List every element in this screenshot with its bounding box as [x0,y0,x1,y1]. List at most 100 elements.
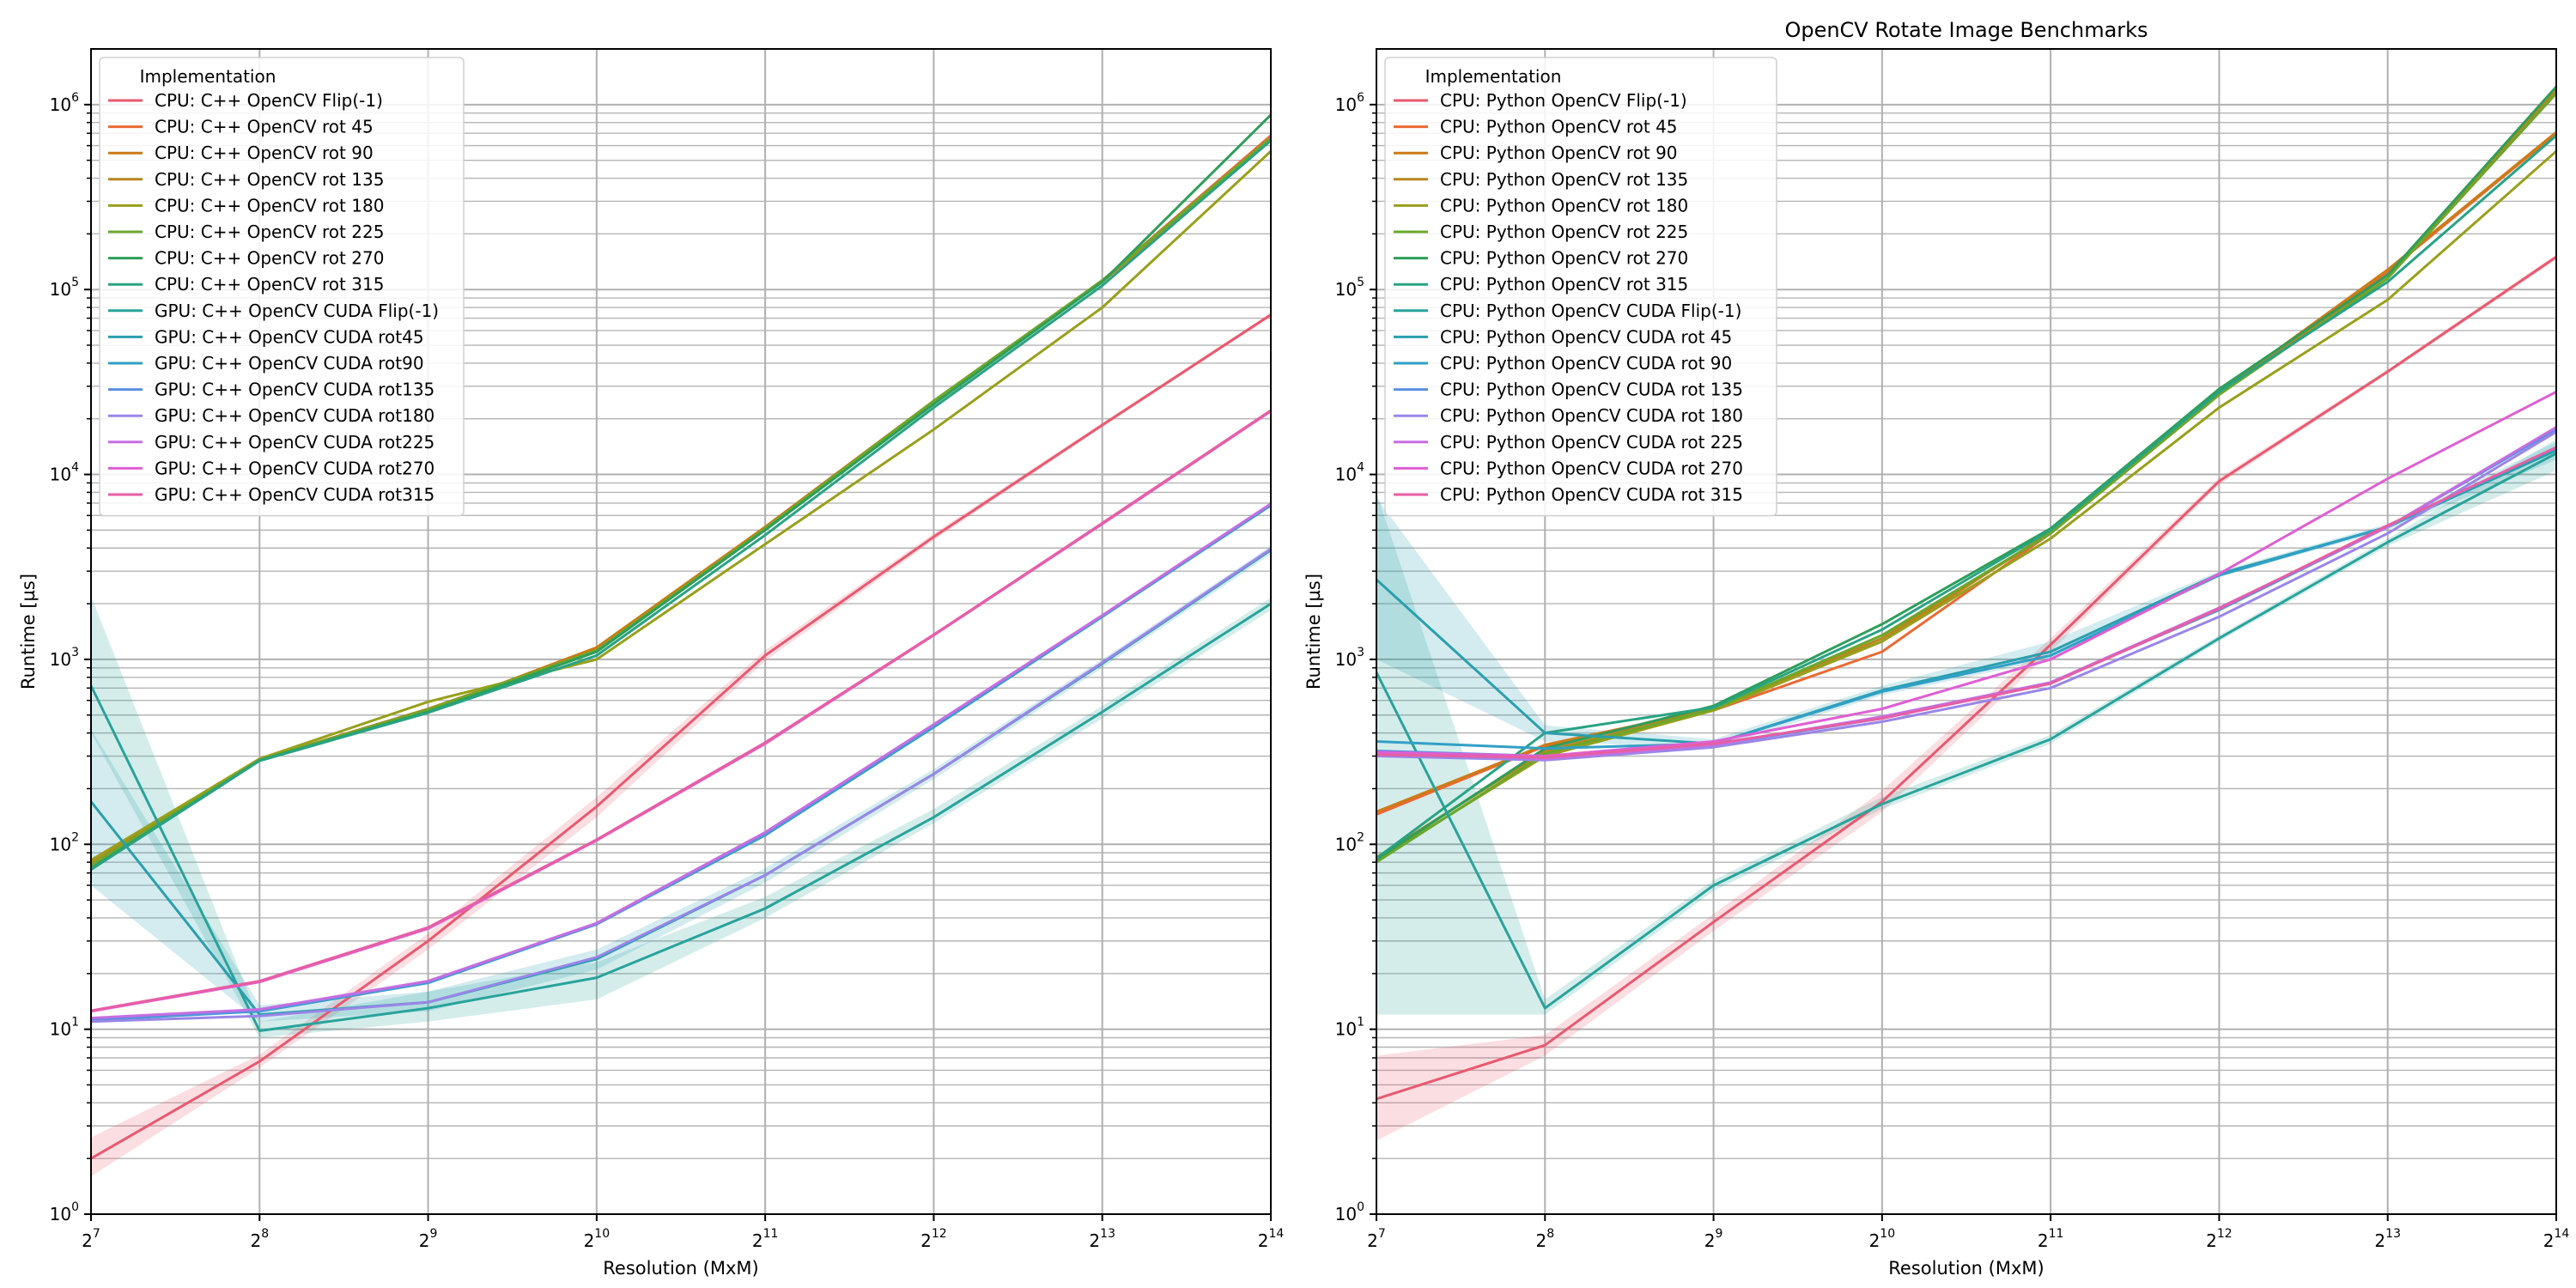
series-lines [91,113,1271,1160]
confidence-band-8 [91,596,1271,1038]
axes-frame [1376,48,2557,1215]
series-line-14 [1376,390,2556,757]
x-tick-label: 213 [2374,1227,2401,1251]
x-tick-label: 211 [752,1227,779,1251]
legend-entry-label: CPU: Python OpenCV rot 45 [1440,117,1678,137]
legend-entry-label: GPU: C++ OpenCV CUDA rot45 [155,326,424,347]
series-line-12 [91,548,1271,1024]
series-line-13 [91,502,1271,1020]
x-tick-label: 29 [1704,1227,1723,1251]
confidence-band-8 [1376,439,2556,1015]
x-tick-label: 212 [2206,1227,2233,1251]
legend-entry-label: CPU: Python OpenCV CUDA rot 90 [1440,353,1732,374]
legend-entry-label: CPU: C++ OpenCV Flip(-1) [155,90,383,111]
legend: Implementation CPU: C++ OpenCV Flip(-1) CP… [99,57,465,517]
series-line-12 [1376,430,2556,762]
y-axis-ticks: 100 101 102 103 104 105 106 [1335,91,1376,1224]
legend-entry-label: CPU: C++ OpenCV rot 315 [155,274,384,295]
series-line-5 [1376,92,2556,864]
x-tick-label: 211 [2038,1227,2064,1251]
y-tick-label: 101 [1335,1016,1364,1040]
y-tick-label: 106 [1335,91,1364,115]
x-tick-label: 213 [1089,1227,1115,1251]
chart-title: OpenCV Rotate Image Benchmarks [1784,18,2148,42]
series-line-0 [91,313,1271,1160]
runtime-chart-cpp: 27 28 29 210 211 212 213 2141001011021031041051… [18,48,1285,1279]
legend-entry-label: CPU: C++ OpenCV rot 225 [155,222,384,242]
legend-box [99,57,465,517]
series-lines [1376,85,2556,1101]
y-tick-label: 106 [50,91,79,115]
x-axis-ticks: 27 28 29 210 211 212 213 214 [1367,1214,2569,1251]
x-axis-label: Resolution (MxM) [1888,1258,2044,1279]
legend-box [1384,57,1777,517]
legend-entry-label: GPU: C++ OpenCV CUDA rot135 [155,380,434,400]
legend-entry-label: GPU: C++ OpenCV CUDA rot270 [155,458,434,478]
y-tick-label: 104 [50,461,79,485]
y-tick-label: 102 [1335,830,1364,854]
x-axis-label: Resolution (MxM) [603,1258,758,1279]
legend-entry-label: CPU: Python OpenCV CUDA rot 225 [1440,432,1743,453]
series-line-6 [1376,85,2556,860]
legend-entry-label: CPU: Python OpenCV CUDA rot 270 [1440,458,1743,478]
legend-entry-label: GPU: C++ OpenCV CUDA Flip(-1) [155,301,439,321]
y-tick-label: 100 [1335,1200,1364,1224]
x-tick-label: 210 [584,1227,611,1251]
y-tick-label: 100 [50,1200,79,1224]
x-tick-label: 210 [1869,1227,1896,1251]
legend-entry-label: CPU: C++ OpenCV rot 270 [155,248,384,269]
legend-entry-label: CPU: Python OpenCV rot 270 [1440,248,1688,269]
legend-entry-label: CPU: Python OpenCV Flip(-1) [1440,90,1687,111]
legend-entry-label: CPU: Python OpenCV rot 315 [1440,274,1688,295]
legend-entry-label: CPU: C++ OpenCV rot 90 [155,143,374,163]
legend-title: Implementation [140,66,276,87]
series-line-10 [1376,446,2556,750]
legend-entry-label: CPU: Python OpenCV CUDA rot 135 [1440,380,1743,400]
legend-entry-label: GPU: C++ OpenCV CUDA rot90 [155,353,424,374]
y-tick-label: 105 [1335,276,1364,300]
legend-entry-label: CPU: Python OpenCV rot 225 [1440,222,1688,242]
series-line-8 [1376,452,2556,1010]
legend-entry-label: CPU: Python OpenCV rot 90 [1440,143,1678,163]
legend-entry-label: CPU: C++ OpenCV rot 180 [155,195,384,216]
axes-frame [90,48,1272,1215]
legend-entry-label: CPU: Python OpenCV rot 180 [1440,195,1688,216]
y-axis-label: Runtime [µs] [1303,574,1324,690]
y-tick-label: 103 [50,646,79,670]
legend-entry-label: GPU: C++ OpenCV CUDA rot225 [155,432,434,453]
y-tick-label: 103 [1335,646,1364,670]
series-line-0 [1376,256,2556,1101]
legend-entry-label: CPU: C++ OpenCV rot 45 [155,117,374,137]
legend-entry-label: CPU: Python OpenCV CUDA rot 315 [1440,484,1743,505]
series-line-15 [91,409,1271,1012]
series-line-7 [1376,134,2556,860]
y-tick-label: 105 [50,276,79,300]
legend-entry-label: CPU: C++ OpenCV rot 135 [155,169,384,190]
y-axis-label: Runtime [µs] [18,574,39,690]
y-tick-label: 101 [50,1016,79,1040]
legend-title: Implementation [1425,66,1562,87]
confidence-band-9 [91,545,1271,1022]
x-tick-label: 212 [920,1227,947,1251]
confidence-bands [1376,254,2556,1141]
confidence-band-0 [1376,254,2556,1141]
series-line-7 [91,139,1271,871]
x-tick-label: 29 [419,1227,438,1251]
legend: Implementation CPU: Python OpenCV Flip(-1… [1384,57,1777,517]
x-tick-label: 28 [1535,1227,1554,1251]
legend-entry-label: CPU: Python OpenCV CUDA Flip(-1) [1440,301,1741,321]
legend-entry-label: GPU: C++ OpenCV CUDA rot180 [155,405,434,426]
series-line-4 [91,150,1271,862]
y-tick-label: 102 [50,830,79,854]
y-tick-label: 104 [1335,461,1364,485]
x-tick-label: 27 [82,1227,100,1251]
legend-entry-label: CPU: Python OpenCV CUDA rot 45 [1440,326,1732,347]
legend-entry-label: CPU: Python OpenCV CUDA rot 180 [1440,405,1743,426]
legend-entry-label: GPU: C++ OpenCV CUDA rot315 [155,484,434,505]
x-tick-label: 214 [2543,1227,2570,1251]
x-tick-label: 27 [1367,1227,1386,1251]
x-tick-label: 214 [1258,1227,1285,1251]
series-line-8 [91,602,1271,1032]
runtime-chart-python: 27 28 29 210 211 212 213 2141001011021031041051… [1303,18,2569,1279]
legend-entry-label: CPU: Python OpenCV rot 135 [1440,169,1688,190]
